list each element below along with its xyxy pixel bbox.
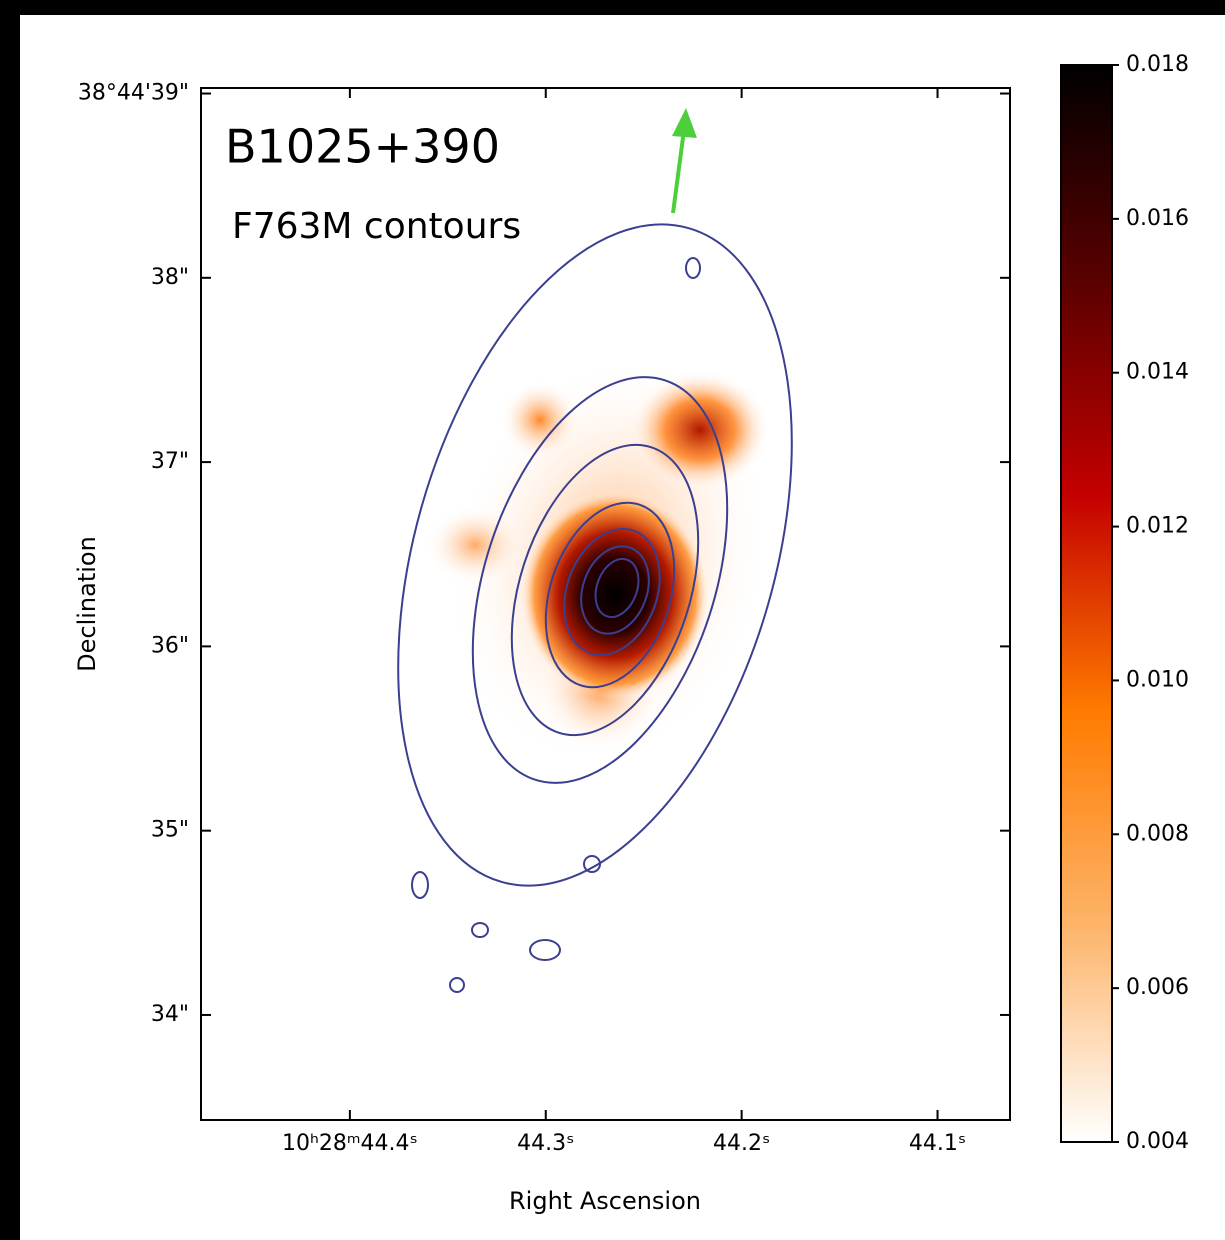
chart-title: B1025+390 — [225, 120, 500, 174]
colorbar-tick-label: 0.018 — [1126, 52, 1189, 77]
colorbar-tick-label: 0.014 — [1126, 360, 1189, 385]
y-tick-label: 35" — [151, 818, 189, 843]
x-tick-label: 44.2ˢ — [713, 1131, 770, 1156]
y-tick-label: 36" — [151, 633, 189, 658]
y-tick-label: 34" — [151, 1002, 189, 1027]
colorbar-tick-label: 0.012 — [1126, 514, 1189, 539]
colorbar-tick-label: 0.004 — [1126, 1129, 1189, 1154]
colorbar-tick-label: 0.006 — [1126, 975, 1189, 1000]
x-tick-label: 10ʰ28ᵐ44.4ˢ — [282, 1131, 418, 1156]
x-axis-label: Right Ascension — [509, 1187, 701, 1215]
colorbar-tick-label: 0.008 — [1126, 821, 1189, 846]
y-axis-label: Declination — [73, 536, 101, 672]
x-tick-label: 44.1ˢ — [909, 1131, 966, 1156]
colorbar-tick-label: 0.010 — [1126, 667, 1189, 692]
image-content — [397, 108, 793, 993]
y-tick-label: 37" — [151, 449, 189, 474]
x-tick-label: 44.3ˢ — [517, 1131, 574, 1156]
colorbar — [1060, 64, 1113, 1143]
y-tick-label: 38°44'39" — [78, 81, 189, 106]
colorbar-tick-label: 0.016 — [1126, 206, 1189, 231]
axes-frame — [200, 87, 1011, 1121]
chart-subtitle: F763M contours — [232, 206, 521, 247]
y-tick-label: 38" — [151, 265, 189, 290]
